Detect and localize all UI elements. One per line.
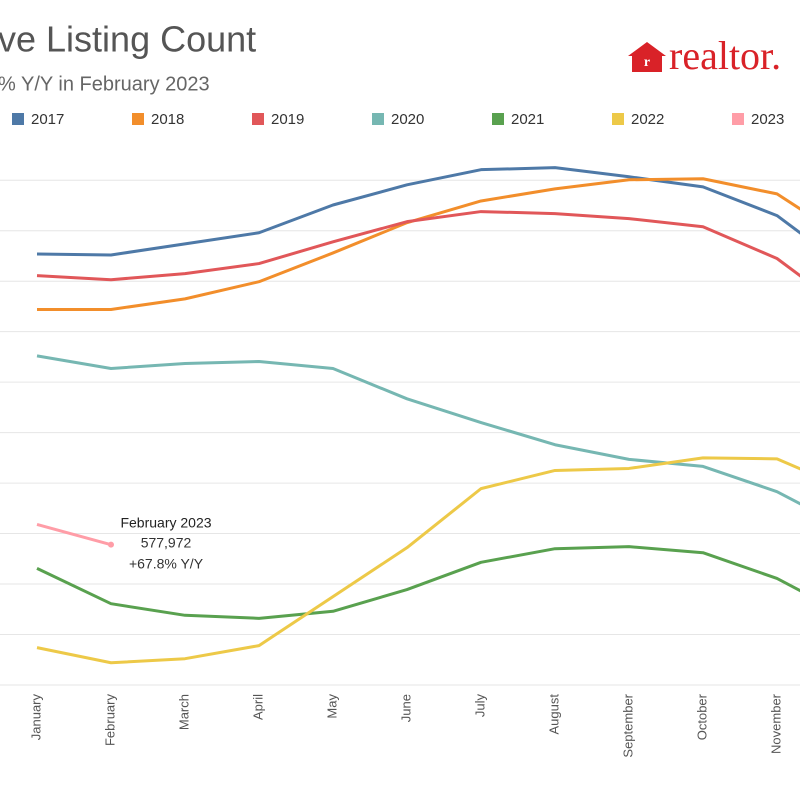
x-tick-label: March xyxy=(176,694,191,730)
logo-icon xyxy=(628,42,666,72)
annotation-point xyxy=(108,541,114,548)
legend-label: 2019 xyxy=(271,111,304,128)
legend-swatch xyxy=(732,113,744,125)
line-series xyxy=(36,354,800,506)
logo: r realtor. xyxy=(628,33,781,78)
x-tick-label: June xyxy=(398,694,413,722)
legend-label: 2018 xyxy=(151,111,184,128)
x-tick-label: August xyxy=(546,694,561,735)
legend-swatch xyxy=(252,113,264,125)
line-series xyxy=(36,166,800,257)
x-tick-label: April xyxy=(250,694,265,720)
legend-label: 2023 xyxy=(751,111,784,128)
legend-swatch xyxy=(492,113,504,125)
annotation-change: +67.8% Y/Y xyxy=(129,555,204,571)
logo-icon-letter: r xyxy=(644,55,650,70)
x-tick-label: November xyxy=(768,693,783,754)
legend-swatch xyxy=(612,113,624,125)
legend-swatch xyxy=(132,113,144,125)
legend-swatch xyxy=(372,113,384,125)
x-tick-label: May xyxy=(324,694,339,719)
x-tick-label: September xyxy=(620,693,635,757)
line-series xyxy=(36,523,112,547)
x-tick-label: February xyxy=(102,694,117,747)
x-tick-label: October xyxy=(694,693,709,740)
legend-label: 2017 xyxy=(31,111,64,128)
line-series xyxy=(37,177,800,311)
chart-subtitle: % Y/Y in February 2023 xyxy=(0,73,210,95)
line-series xyxy=(36,456,800,665)
x-tick-label: July xyxy=(472,694,487,718)
annotation-title: February 2023 xyxy=(120,514,211,530)
logo-text: realtor. xyxy=(669,33,781,78)
line-series xyxy=(36,545,800,620)
legend-label: 2022 xyxy=(631,111,664,128)
legend-swatch xyxy=(12,113,24,125)
legend-label: 2021 xyxy=(511,111,544,128)
data-label: 577,972 xyxy=(141,534,192,550)
legend-label: 2020 xyxy=(391,111,424,128)
x-tick-label: January xyxy=(28,694,43,741)
line-series xyxy=(36,210,800,282)
chart-title: ve Listing Count xyxy=(0,19,256,60)
